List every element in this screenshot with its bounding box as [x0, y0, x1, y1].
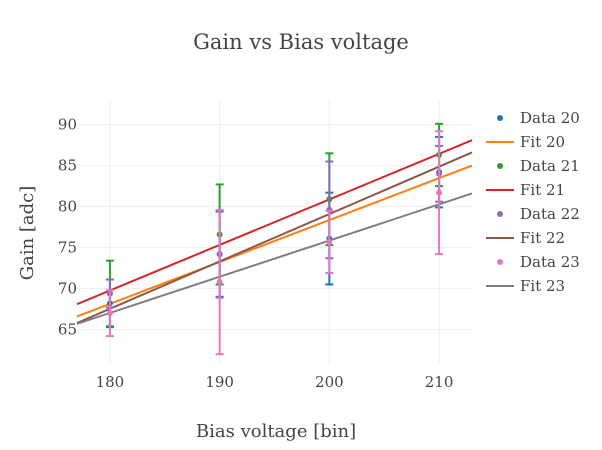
legend-item: Fit 23 — [486, 277, 565, 295]
data-series — [105, 122, 444, 328]
data-point — [436, 189, 443, 196]
data-point — [326, 238, 333, 245]
legend-marker-swatch — [497, 163, 503, 169]
legend-label: Fit 21 — [520, 181, 565, 199]
x-tick-label: 190 — [205, 373, 234, 391]
data-point — [216, 279, 223, 286]
legend-item: Data 21 — [497, 157, 580, 175]
legend-label: Fit 23 — [520, 277, 565, 295]
legend-item: Data 23 — [497, 253, 580, 271]
y-tick-label: 65 — [58, 321, 77, 339]
fit-line — [76, 151, 473, 324]
legend-item: Fit 20 — [486, 133, 565, 151]
fit-line — [76, 192, 473, 325]
data-series — [105, 144, 444, 309]
legend-label: Fit 20 — [520, 133, 565, 151]
x-axis-title: Bias voltage [bin] — [196, 421, 356, 442]
y-tick-label: 85 — [58, 157, 77, 175]
fit-lines — [76, 139, 473, 325]
axis-ticks: 180 190 200 210 65 70 75 80 85 90 — [58, 116, 453, 391]
y-tick-label: 80 — [58, 198, 77, 216]
x-tick-label: 210 — [425, 373, 454, 391]
data-point — [106, 310, 113, 317]
legend-label: Data 22 — [520, 205, 580, 223]
chart-title: Gain vs Bias voltage — [193, 30, 409, 54]
x-tick-label: 180 — [96, 373, 125, 391]
y-tick-label: 75 — [58, 239, 77, 257]
fit-line — [76, 164, 473, 318]
fit-line — [76, 139, 473, 306]
legend-label: Data 21 — [520, 157, 580, 175]
legend: Data 20 Fit 20 Data 21 Fit 21 Data 22 Fit 22 D… — [486, 109, 580, 295]
y-tick-label: 90 — [58, 116, 77, 134]
legend-item: Data 22 — [497, 205, 580, 223]
legend-label: Data 23 — [520, 253, 580, 271]
legend-label: Data 20 — [520, 109, 580, 127]
data-series — [105, 130, 444, 356]
y-axis-title: Gain [adc] — [17, 186, 38, 281]
legend-item: Fit 22 — [486, 229, 565, 247]
legend-marker-swatch — [497, 259, 503, 265]
grid — [77, 100, 472, 364]
y-tick-label: 70 — [58, 280, 77, 298]
legend-item: Fit 21 — [486, 181, 565, 199]
data-points — [105, 122, 444, 356]
x-tick-label: 200 — [315, 373, 344, 391]
legend-label: Fit 22 — [520, 229, 565, 247]
legend-marker-swatch — [497, 211, 503, 217]
legend-item: Data 20 — [497, 109, 580, 127]
legend-marker-swatch — [497, 115, 503, 121]
